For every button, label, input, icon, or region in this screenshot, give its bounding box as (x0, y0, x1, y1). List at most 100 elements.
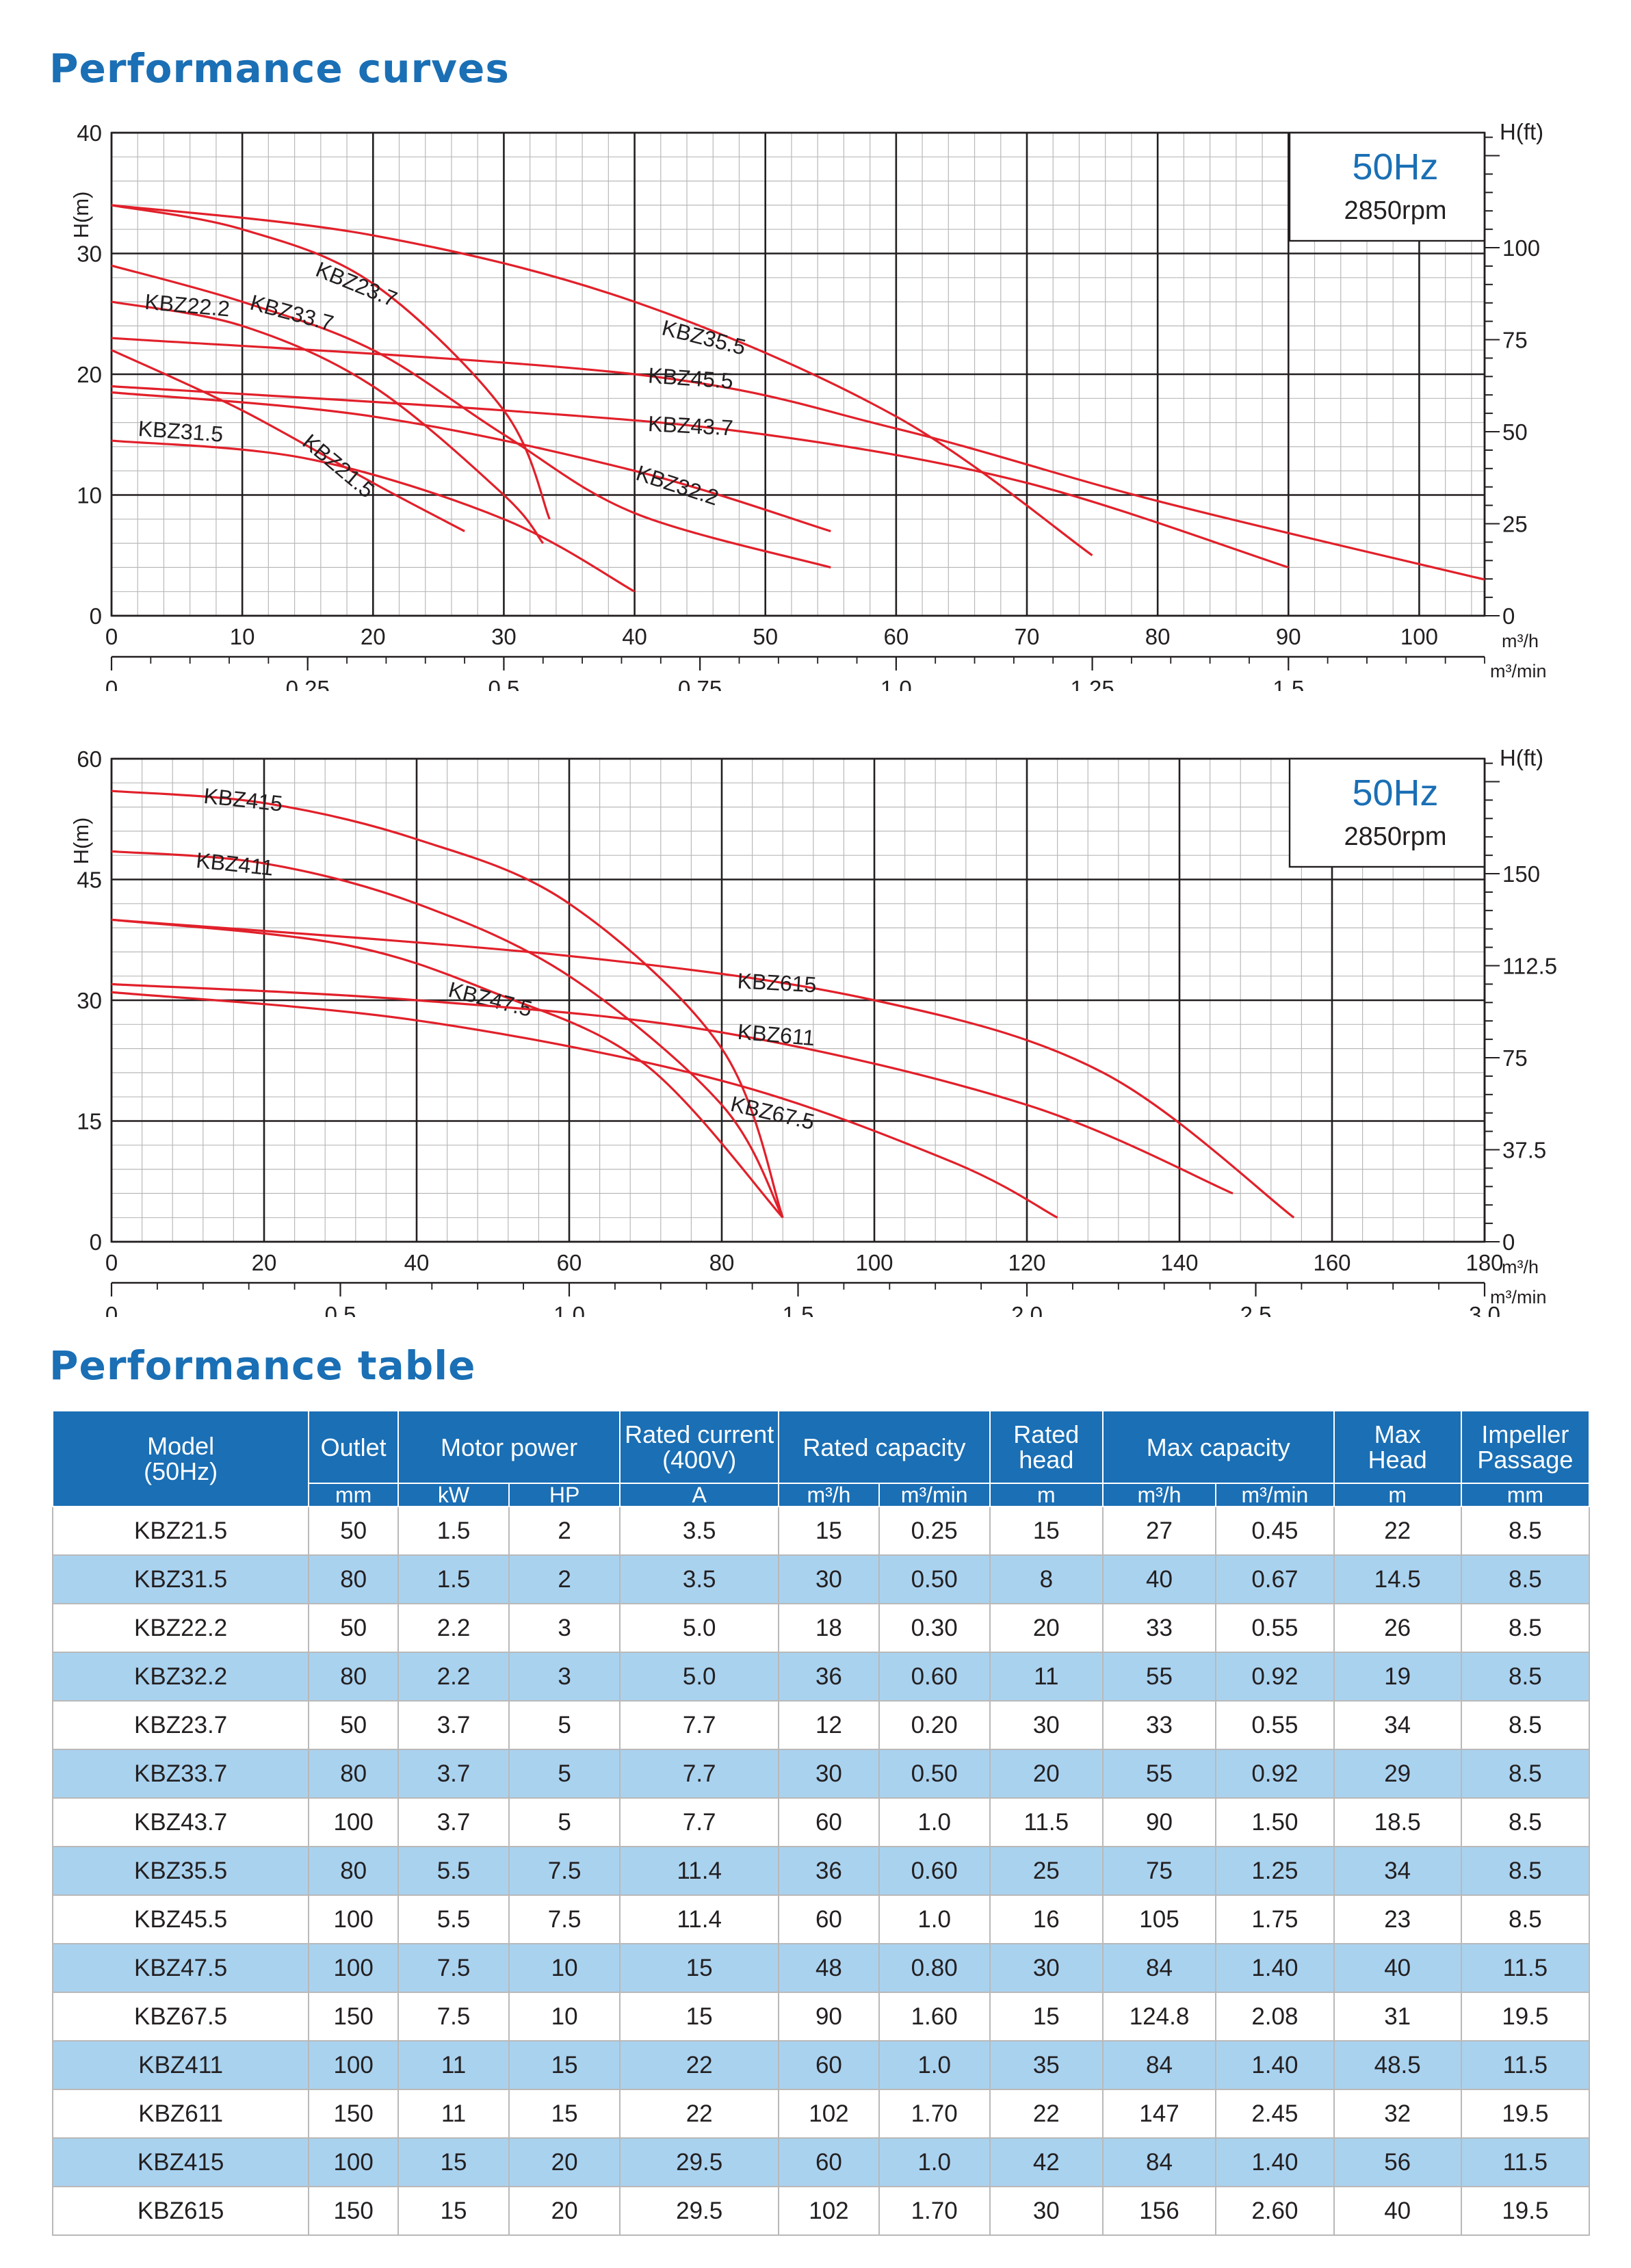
table-cell: 90 (1101, 1798, 1217, 1847)
x-tick-label: 140 (1160, 1250, 1198, 1275)
table-cell: 2.08 (1215, 1992, 1335, 2042)
y-axis-label: H(m) (69, 818, 93, 865)
unit-label: m³/min (878, 1483, 991, 1507)
table-cell: 8.5 (1460, 1701, 1591, 1750)
curve-kbz31-5 (111, 439, 636, 593)
performance-table-heading: Performance table (49, 1342, 476, 1389)
y-tick-label: 30 (77, 988, 102, 1013)
table-cell: 11.5 (989, 1798, 1104, 1847)
model-cell: KBZ45.5 (51, 1895, 310, 1944)
col-rated-current: Rated current (400V) (619, 1411, 780, 1484)
table-cell: 80 (308, 1555, 399, 1604)
model-cell: KBZ615 (51, 2187, 310, 2236)
table-cell: 19 (1333, 1652, 1462, 1702)
table-row: KBZ611 150 11 15 22 102 1.70 22 147 2.45 32 19.5 (51, 2089, 1591, 2139)
table-cell: 0.60 (878, 1652, 991, 1702)
table-cell: 1.70 (878, 2089, 991, 2139)
table-cell: 0.20 (878, 1701, 991, 1750)
table-cell: 20 (508, 2138, 621, 2187)
table-cell: 150 (308, 2187, 399, 2236)
table-cell: 3.5 (619, 1507, 780, 1556)
table-cell: 3.7 (397, 1749, 510, 1799)
table-cell: 8.5 (1460, 1895, 1591, 1944)
table-cell: 15 (508, 2041, 621, 2090)
y-tick-label: 20 (77, 362, 102, 387)
model-cell: KBZ415 (51, 2138, 310, 2187)
y-tick-label: 45 (77, 868, 102, 893)
table-cell: 35 (989, 2041, 1104, 2090)
x2-tick-label: 0.75 (678, 676, 722, 691)
x-tick-label: 160 (1313, 1250, 1351, 1275)
table-row: KBZ43.7 100 3.7 5 7.7 60 1.0 11.5 90 1.50 18.5 8.5 (51, 1798, 1591, 1847)
table-cell: 5 (508, 1701, 621, 1750)
unit-label: m³/h (778, 1483, 880, 1507)
table-cell: 2.60 (1215, 2187, 1335, 2236)
curve-kbz31-5-label: KBZ31.5 (138, 416, 224, 447)
x-tick-label: 50 (753, 624, 778, 649)
table-cell: 48.5 (1333, 2041, 1462, 2090)
table-row: KBZ32.2 80 2.2 3 5.0 36 0.60 11 55 0.92 19 8.5 (51, 1652, 1591, 1702)
table-cell: 84 (1101, 2138, 1217, 2187)
table-cell: 1.50 (1215, 1798, 1335, 1847)
table-cell: 33 (1101, 1701, 1217, 1750)
col-rated-head: Rated head (989, 1411, 1104, 1484)
y-tick-label: 0 (90, 603, 102, 629)
table-cell: 22 (619, 2041, 780, 2090)
table-cell: 40 (1333, 1944, 1462, 1993)
table-cell: 1.40 (1215, 2041, 1335, 2090)
curve-kbz43-7-label: KBZ43.7 (647, 411, 733, 440)
table-cell: 7.7 (619, 1749, 780, 1799)
x2-tick-label: 2.5 (1240, 1302, 1272, 1317)
curve-kbz45-5 (111, 337, 1485, 581)
table-cell: 20 (989, 1604, 1104, 1653)
curve-kbz615 (111, 918, 1295, 1218)
table-cell: 80 (308, 1652, 399, 1702)
x-unit-label: m³/h (1502, 631, 1539, 651)
table-cell: 10 (508, 1944, 621, 1993)
curve-kbz35-5 (111, 204, 1093, 557)
table-cell: 11 (397, 2089, 510, 2139)
table-cell: 156 (1101, 2187, 1217, 2236)
table-cell: 3 (508, 1652, 621, 1702)
table-cell: 15 (989, 1992, 1104, 2042)
table-cell: 27 (1101, 1507, 1217, 1556)
unit-label: m (1333, 1483, 1462, 1507)
table-cell: 30 (778, 1749, 880, 1799)
table-cell: 19.5 (1460, 1992, 1591, 2042)
table-cell: 100 (308, 2138, 399, 2187)
table-cell: 1.0 (878, 2041, 991, 2090)
table-cell: 100 (308, 1798, 399, 1847)
curve-kbz47-5-label: KBZ47.5 (446, 977, 535, 1021)
col-max-capacity: Max capacity (1101, 1411, 1335, 1484)
table-cell: 60 (778, 2138, 880, 2187)
table-cell: 8 (989, 1555, 1104, 1604)
unit-label: m³/h (1101, 1483, 1217, 1507)
model-cell: KBZ67.5 (51, 1992, 310, 2042)
y2-axis-label: H(ft) (1500, 745, 1543, 770)
table-cell: 80 (308, 1847, 399, 1896)
table-cell: 36 (778, 1652, 880, 1702)
curve-kbz411 (111, 850, 784, 1218)
table-cell: 25 (989, 1847, 1104, 1896)
table-cell: 0.55 (1215, 1604, 1335, 1653)
table-cell: 29.5 (619, 2187, 780, 2236)
model-cell: KBZ43.7 (51, 1798, 310, 1847)
table-cell: 102 (778, 2089, 880, 2139)
y2-tick-label: 0 (1502, 603, 1515, 629)
table-cell: 18.5 (1333, 1798, 1462, 1847)
table-row: KBZ415 100 15 20 29.5 60 1.0 42 84 1.40 56 11.5 (51, 2138, 1591, 2187)
curve-kbz45-5-label: KBZ45.5 (647, 363, 734, 393)
x2-tick-label: 0 (105, 1302, 118, 1317)
curve-kbz415 (111, 790, 784, 1218)
table-cell: 23 (1333, 1895, 1462, 1944)
table-row: KBZ35.5 80 5.5 7.5 11.4 36 0.60 25 75 1.25 34 8.5 (51, 1847, 1591, 1896)
table-cell: 7.5 (397, 1944, 510, 1993)
col-impeller-passage: Impeller Passage (1460, 1411, 1591, 1484)
table-cell: 29 (1333, 1749, 1462, 1799)
table-cell: 60 (778, 2041, 880, 2090)
table-cell: 36 (778, 1847, 880, 1896)
table-cell: 15 (508, 2089, 621, 2139)
y-axis-label: H(m) (69, 192, 93, 239)
table-cell: 12 (778, 1701, 880, 1750)
